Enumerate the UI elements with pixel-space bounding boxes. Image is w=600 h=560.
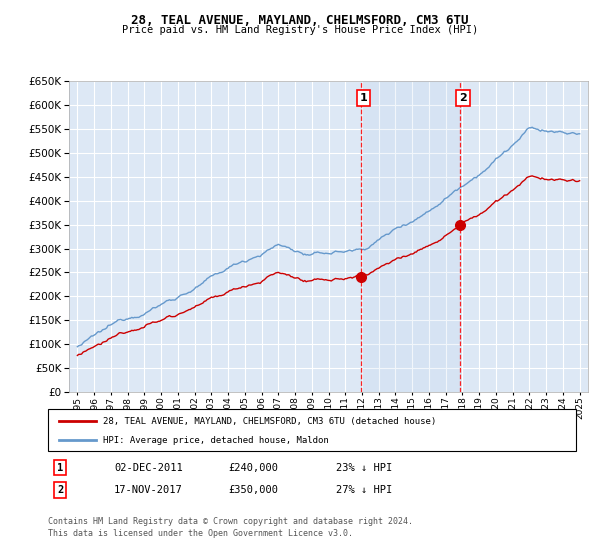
Text: 23% ↓ HPI: 23% ↓ HPI — [336, 463, 392, 473]
Bar — [361, 81, 460, 392]
Text: 28, TEAL AVENUE, MAYLAND, CHELMSFORD, CM3 6TU (detached house): 28, TEAL AVENUE, MAYLAND, CHELMSFORD, CM… — [103, 417, 437, 426]
Text: 28, TEAL AVENUE, MAYLAND, CHELMSFORD, CM3 6TU: 28, TEAL AVENUE, MAYLAND, CHELMSFORD, CM… — [131, 14, 469, 27]
Text: £350,000: £350,000 — [228, 485, 278, 495]
Text: HPI: Average price, detached house, Maldon: HPI: Average price, detached house, Mald… — [103, 436, 329, 445]
Text: 1: 1 — [57, 463, 63, 473]
Text: Contains HM Land Registry data © Crown copyright and database right 2024.: Contains HM Land Registry data © Crown c… — [48, 516, 413, 526]
Text: 02-DEC-2011: 02-DEC-2011 — [114, 463, 183, 473]
Text: £240,000: £240,000 — [228, 463, 278, 473]
FancyBboxPatch shape — [48, 409, 576, 451]
Text: 17-NOV-2017: 17-NOV-2017 — [114, 485, 183, 495]
Text: 2: 2 — [57, 485, 63, 495]
Text: Price paid vs. HM Land Registry's House Price Index (HPI): Price paid vs. HM Land Registry's House … — [122, 25, 478, 35]
Text: 1: 1 — [359, 93, 367, 103]
Text: 27% ↓ HPI: 27% ↓ HPI — [336, 485, 392, 495]
Text: 2: 2 — [459, 93, 467, 103]
Text: This data is licensed under the Open Government Licence v3.0.: This data is licensed under the Open Gov… — [48, 530, 353, 539]
